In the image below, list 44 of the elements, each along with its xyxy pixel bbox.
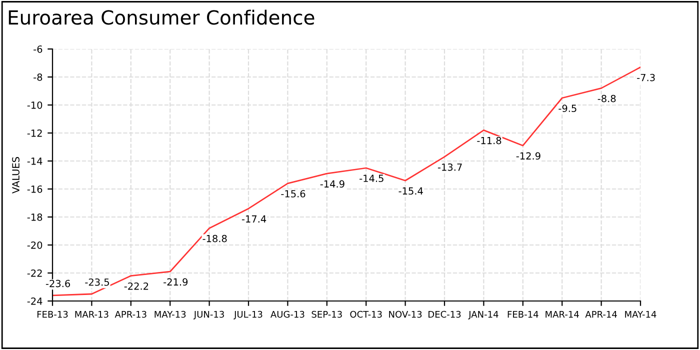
y-axis-title: VALUES (12, 157, 20, 194)
data-label: -17.4 (242, 215, 266, 222)
data-label: -11.8 (477, 136, 502, 144)
x-tick-label: MAY-14 (625, 311, 656, 318)
y-tick-label: -18 (27, 213, 42, 221)
chart-title: Euroarea Consumer Confidence (8, 10, 314, 25)
data-label: -13.7 (438, 163, 462, 171)
data-label: -7.3 (637, 74, 655, 82)
data-label: -15.6 (281, 190, 306, 198)
y-tick-label: -10 (27, 101, 42, 109)
data-label: -14.9 (320, 180, 344, 188)
x-tick-label: APR-13 (114, 310, 146, 318)
x-tick-label: AUG-13 (270, 310, 304, 318)
data-label: -23.5 (85, 278, 109, 286)
y-tick-label: -6 (34, 45, 42, 53)
data-label: -18.8 (202, 234, 227, 242)
data-label: -22.2 (124, 282, 148, 290)
y-tick-label: -24 (27, 297, 42, 305)
y-tick-label: -22 (27, 269, 42, 277)
x-tick-label: FEB-13 (37, 310, 68, 318)
data-label: -23.6 (46, 280, 70, 288)
data-label: -14.5 (360, 174, 384, 182)
y-tick-label: -8 (34, 73, 42, 81)
x-tick-label: DEC-13 (428, 310, 461, 318)
x-tick-label: JUN-13 (193, 310, 224, 320)
data-label: -8.8 (598, 94, 616, 102)
x-tick-label: OCT-13 (350, 310, 382, 318)
data-label: -21.9 (164, 278, 188, 286)
x-tick-label: NOV-13 (389, 310, 422, 318)
x-tick-label: SEP-13 (312, 310, 342, 318)
x-tick-label: MAR-14 (546, 311, 579, 318)
y-tick-label: -20 (27, 241, 42, 249)
x-tick-label: MAR-13 (75, 310, 108, 318)
y-tick-label: -12 (27, 129, 42, 137)
y-tick-label: -16 (27, 185, 42, 193)
x-tick-label: APR-14 (585, 311, 617, 318)
data-label: -9.5 (558, 104, 576, 112)
x-tick-label: JUL-13 (234, 310, 262, 320)
x-tick-label: JAN-14 (468, 311, 498, 320)
y-tick-label: -14 (27, 158, 42, 165)
data-label: -15.4 (398, 187, 423, 195)
data-label: -12.9 (516, 152, 540, 160)
x-tick-label: FEB-14 (508, 311, 538, 318)
x-tick-label: MAY-13 (154, 310, 186, 318)
